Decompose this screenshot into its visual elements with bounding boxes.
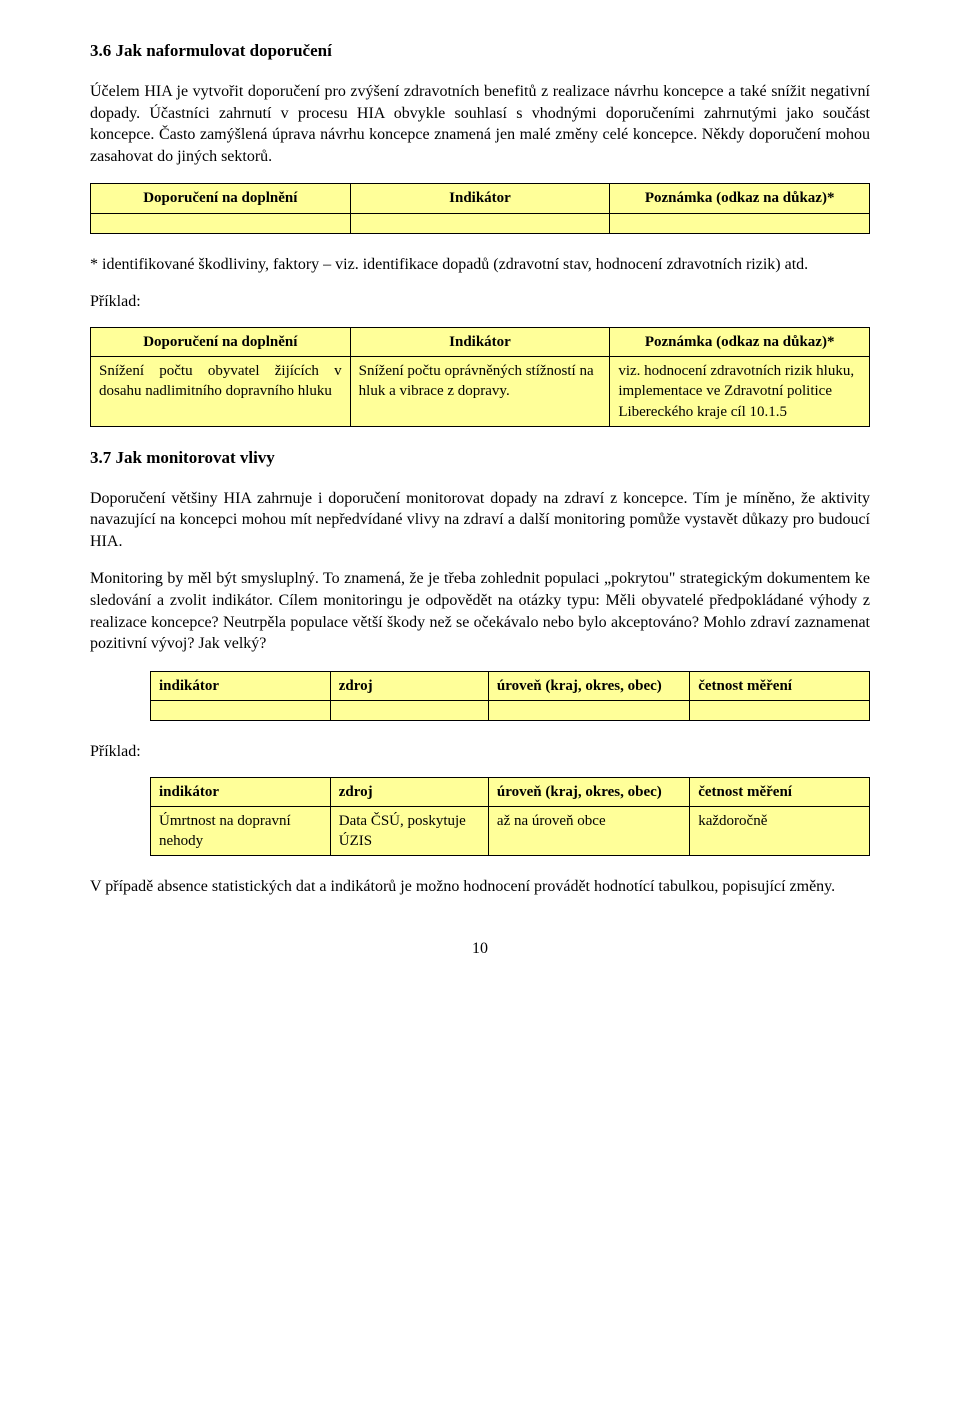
table3-header-level: úroveň (kraj, okres, obec) — [488, 671, 689, 700]
table2-cell-indicator: Snížení počtu oprávněných stížností na h… — [350, 357, 610, 427]
recommendation-table-example: Doporučení na doplnění Indikátor Poznámk… — [90, 327, 870, 427]
table4-data-row: Úmrtnost na dopravní nehody Data ČSÚ, po… — [151, 806, 870, 856]
table4-header-source: zdroj — [330, 777, 488, 806]
page-number: 10 — [90, 938, 870, 960]
table3-header-source: zdroj — [330, 671, 488, 700]
table4-header-frequency: četnost měření — [690, 777, 870, 806]
table2-cell-note: viz. hodnocení zdravotních rizik hluku, … — [610, 357, 870, 427]
closing-paragraph: V případě absence statistických dat a in… — [90, 876, 870, 898]
table1-header-recommendation: Doporučení na doplnění — [91, 184, 351, 213]
monitoring-table-blank: indikátor zdroj úroveň (kraj, okres, obe… — [150, 671, 870, 721]
section-3-6-paragraph: Účelem HIA je vytvořit doporučení pro zv… — [90, 81, 870, 167]
section-3-7-paragraph-2: Monitoring by měl být smysluplný. To zna… — [90, 568, 870, 654]
table1-header-note: Poznámka (odkaz na důkaz)* — [610, 184, 870, 213]
table4-cell-source: Data ČSÚ, poskytuje ÚZIS — [330, 806, 488, 856]
table4-header-indicator: indikátor — [151, 777, 331, 806]
section-3-7-paragraph-1: Doporučení většiny HIA zahrnuje i doporu… — [90, 488, 870, 553]
example-label-1: Příklad: — [90, 291, 870, 313]
section-3-6-heading: 3.6 Jak naformulovat doporučení — [90, 40, 870, 63]
table4-header-level: úroveň (kraj, okres, obec) — [488, 777, 689, 806]
table2-header-recommendation: Doporučení na doplnění — [91, 327, 351, 356]
table4-cell-indicator: Úmrtnost na dopravní nehody — [151, 806, 331, 856]
monitoring-table-example: indikátor zdroj úroveň (kraj, okres, obe… — [150, 777, 870, 857]
table4-cell-level: až na úroveň obce — [488, 806, 689, 856]
table3-empty-row — [151, 701, 870, 721]
example-label-2: Příklad: — [90, 741, 870, 763]
table2-header-indicator: Indikátor — [350, 327, 610, 356]
footnote-identified: * identifikované škodliviny, faktory – v… — [90, 254, 870, 276]
table3-header-indicator: indikátor — [151, 671, 331, 700]
table2-cell-recommendation: Snížení počtu obyvatel žijících v dosahu… — [91, 357, 351, 427]
table1-empty-row — [91, 213, 870, 233]
table4-cell-frequency: každoročně — [690, 806, 870, 856]
section-3-7-heading: 3.7 Jak monitorovat vlivy — [90, 447, 870, 470]
table2-data-row: Snížení počtu obyvatel žijících v dosahu… — [91, 357, 870, 427]
table2-header-note: Poznámka (odkaz na důkaz)* — [610, 327, 870, 356]
recommendation-table-blank: Doporučení na doplnění Indikátor Poznámk… — [90, 183, 870, 233]
table3-header-frequency: četnost měření — [690, 671, 870, 700]
table1-header-indicator: Indikátor — [350, 184, 610, 213]
